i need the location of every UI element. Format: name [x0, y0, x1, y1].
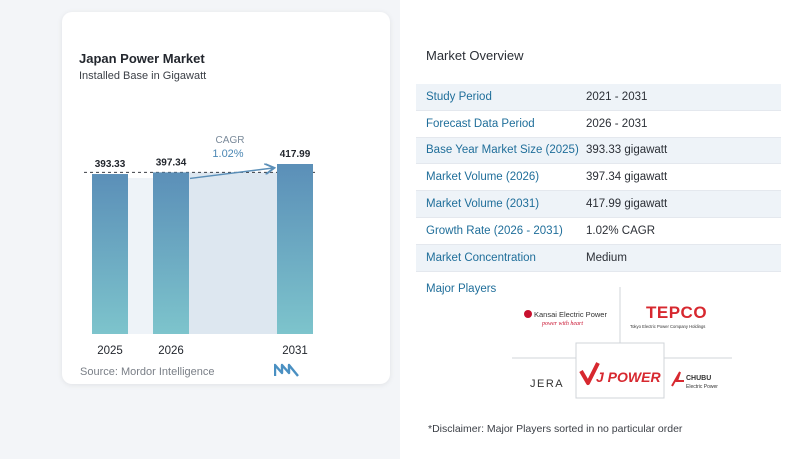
overview-row: Base Year Market Size (2025) 393.33 gigaw… [416, 137, 781, 165]
kansai-name: Kansai Electric Power [534, 310, 607, 319]
kansai-logo: Kansai Electric Power power with heart [524, 310, 607, 327]
chubu-name: CHUBU [686, 375, 711, 382]
cagr-label: CAGR [216, 135, 245, 146]
category-label-2025: 2025 [97, 345, 123, 357]
players-title: Major Players [426, 283, 497, 295]
chubu-logo: CHUBU Electric Power [671, 371, 718, 390]
tepco-logo: TEPCO Tokyo Electric Power Company Holdi… [630, 303, 707, 329]
jera-name: JERA [530, 378, 564, 390]
overview-row-label: Base Year Market Size (2025) [426, 144, 579, 157]
kansai-mark-icon [524, 310, 532, 318]
overview-row-value: 417.99 gigawatt [586, 198, 668, 211]
data-label-2026: 397.34 [156, 157, 187, 168]
chubu-sub: Electric Power [686, 384, 718, 390]
players-logos: Kansai Electric Power power with heart T… [512, 287, 732, 399]
overview-row-label: Market Volume (2031) [426, 198, 540, 211]
overview-row-label: Growth Rate (2026 - 2031) [426, 224, 563, 237]
category-label-2026: 2026 [158, 345, 184, 357]
jpower-logo: J POWER [579, 362, 661, 385]
mordor-logo-icon [274, 363, 299, 377]
chubu-mark-icon [671, 371, 684, 387]
category-label-2031: 2031 [282, 345, 308, 357]
overview-row-label: Forecast Data Period [426, 117, 535, 130]
overview-row-label: Study Period [426, 90, 492, 103]
jpower-box [575, 342, 665, 399]
chart-card: Japan Power Market Installed Base in Gig… [62, 12, 390, 384]
kansai-tagline: power with heart [541, 321, 583, 327]
cagr-arrow-icon [189, 168, 273, 180]
overview-row-value: 2021 - 2031 [586, 90, 648, 103]
overview-row-value: 393.33 gigawatt [586, 144, 668, 157]
overview-row-value: 1.02% CAGR [586, 224, 656, 237]
overview-row-label: Market Volume (2026) [426, 171, 540, 184]
overview-row: Market Volume (2026) 397.34 gigawatt [416, 164, 781, 192]
gap-band [128, 178, 153, 334]
overview-row: Study Period 2021 - 2031 [416, 84, 781, 111]
overview-row: Market Concentration Medium [416, 244, 781, 272]
chart-subtitle: Installed Base in Gigawatt [79, 70, 207, 82]
overview-title: Market Overview [426, 48, 524, 63]
data-label-2031: 417.99 [280, 149, 311, 160]
overview-row: Growth Rate (2026 - 2031) 1.02% CAGR [416, 218, 781, 245]
source-note: Source: Mordor Intelligence [80, 366, 215, 378]
data-label-2025: 393.33 [95, 159, 126, 170]
jpower-check-icon [579, 362, 600, 385]
jera-logo: JERA [530, 378, 564, 390]
overview-row: Market Volume (2031) 417.99 gigawatt [416, 191, 781, 218]
overview-row-value: 397.34 gigawatt [586, 171, 668, 184]
bar-2031 [277, 164, 313, 334]
chart-title: Japan Power Market [79, 51, 205, 66]
cagr-value: 1.02% [212, 148, 243, 160]
overview-row-label: Market Concentration [426, 251, 536, 264]
bar-chart: 393.33 2025 397.34 2026 417.99 2031 CAGR 1.02… [84, 135, 318, 357]
jpower-name: J POWER [596, 369, 661, 385]
overview-panel: Market Overview Study Period 2021 - 2031 F… [400, 0, 800, 459]
tepco-sub: Tokyo Electric Power Company Holdings [630, 324, 705, 329]
bar-2025 [92, 174, 128, 334]
disclaimer: *Disclaimer: Major Players sorted in no … [428, 423, 683, 435]
overview-row-value: 2026 - 2031 [586, 117, 648, 130]
bar-2026 [153, 172, 189, 334]
overview-row-value: Medium [586, 251, 627, 264]
tepco-name: TEPCO [646, 303, 707, 322]
cagr-band [189, 172, 277, 334]
overview-table: Study Period 2021 - 2031 Forecast Data Per… [416, 84, 781, 272]
overview-row: Forecast Data Period 2026 - 2031 [416, 111, 781, 138]
